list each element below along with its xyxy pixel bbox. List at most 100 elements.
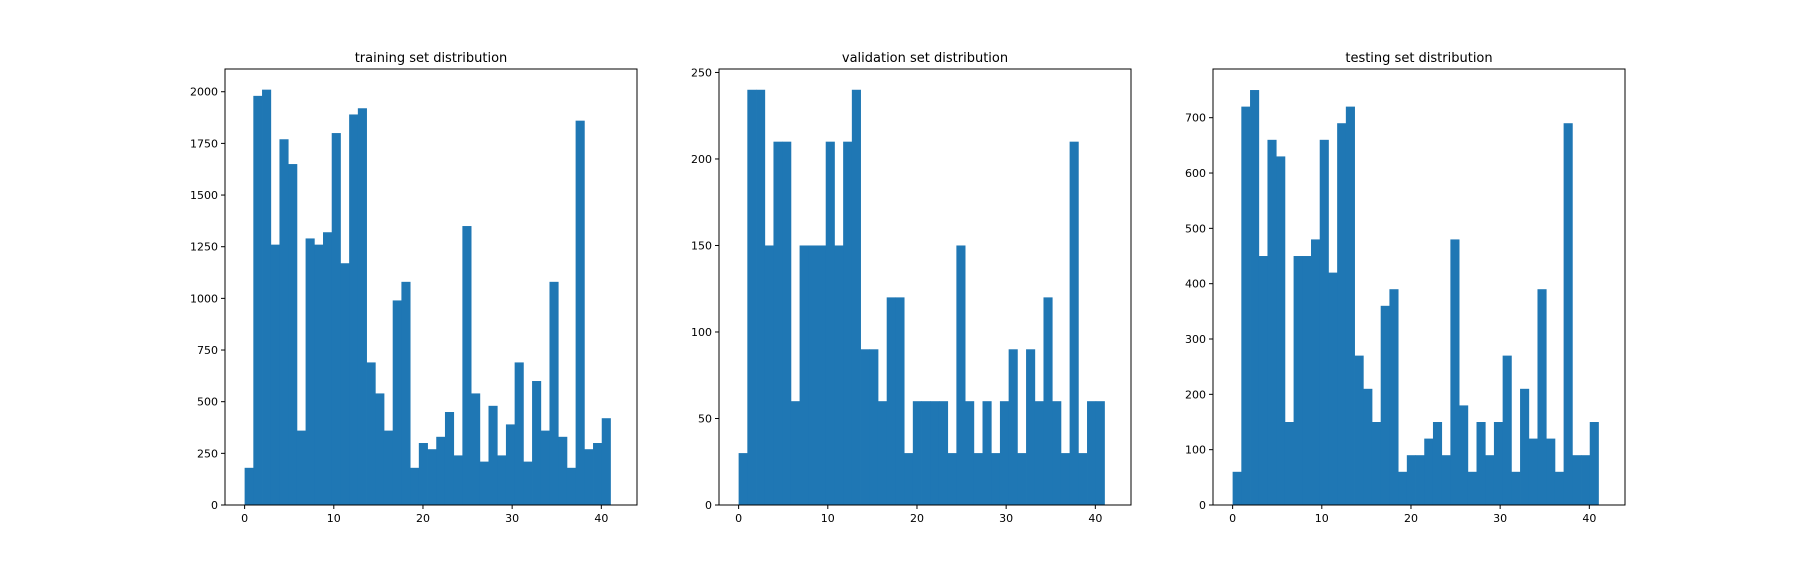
bar: [1052, 401, 1062, 505]
bar: [1546, 438, 1556, 505]
bar: [593, 443, 603, 505]
bar: [1232, 471, 1242, 505]
y-axis: 0 50 100 150 200 250: [691, 66, 719, 512]
y-tick-label: 600: [1185, 167, 1206, 180]
bar: [756, 89, 766, 505]
bar: [1363, 388, 1373, 505]
bar: [1406, 455, 1416, 505]
bar: [825, 141, 835, 506]
bar: [947, 453, 957, 505]
bar: [314, 244, 324, 505]
bar: [1459, 405, 1469, 505]
x-tick-label: 0: [1229, 512, 1236, 525]
bar: [1476, 422, 1486, 505]
bar: [357, 108, 367, 505]
bar: [1026, 349, 1036, 505]
bar: [253, 95, 263, 506]
bar: [479, 461, 489, 505]
bar: [401, 281, 411, 505]
x-tick-label: 0: [241, 512, 248, 525]
bar: [1069, 141, 1079, 506]
plot-area: 0 10 20 30 40 0 250 500 750 1000 1250 1500 1750 2000: [190, 68, 638, 525]
x-tick-label: 10: [1315, 512, 1329, 525]
bar: [1345, 106, 1355, 506]
x-tick-label: 0: [735, 512, 742, 525]
bar: [505, 424, 516, 505]
bar: [1528, 438, 1538, 505]
bar: [1389, 289, 1399, 505]
bar: [558, 436, 568, 505]
bar: [973, 453, 983, 505]
bar: [1520, 388, 1530, 505]
x-tick-label: 40: [1088, 512, 1102, 525]
bar: [1017, 453, 1027, 505]
bar: [1302, 256, 1312, 505]
bar: [427, 449, 437, 505]
bar: [1589, 422, 1599, 505]
bar: [747, 89, 757, 505]
y-tick-label: 250: [691, 66, 712, 79]
bar: [1554, 471, 1565, 505]
bar: [532, 381, 542, 505]
bar: [782, 141, 792, 506]
bar: [790, 401, 800, 505]
y-tick-label: 750: [197, 344, 218, 357]
bar: [584, 449, 594, 505]
chart-training: training set distribution 0 10 20 30 40 0 250 5…: [190, 51, 638, 525]
bar: [1493, 422, 1504, 505]
y-tick-label: 500: [1185, 222, 1206, 235]
x-axis: 0 10 20 30 40: [1229, 505, 1596, 525]
y-tick-label: 250: [197, 447, 218, 460]
y-tick-label: 150: [691, 239, 712, 252]
x-tick-label: 40: [594, 512, 608, 525]
bar: [375, 393, 385, 505]
bar: [1485, 455, 1495, 505]
x-tick-label: 10: [327, 512, 341, 525]
bar: [1432, 422, 1443, 505]
bar: [1450, 239, 1460, 506]
y-axis: 0 100 200 300 400 500 600 700: [1185, 112, 1213, 512]
bar: [601, 418, 611, 505]
y-tick-label: 0: [1199, 499, 1206, 512]
x-tick-label: 20: [910, 512, 924, 525]
bar: [549, 281, 559, 505]
y-tick-label: 50: [698, 412, 712, 425]
bar: [764, 245, 774, 506]
bar: [1563, 123, 1573, 505]
bar: [383, 430, 394, 505]
bar: [1511, 471, 1521, 505]
bar: [1337, 123, 1347, 505]
bar: [851, 89, 861, 505]
bar: [392, 300, 402, 505]
bar: [340, 263, 350, 505]
bar: [1034, 401, 1044, 505]
axes-frame: [718, 68, 1132, 506]
bar: [1267, 139, 1277, 505]
bar: [895, 297, 905, 505]
chart-title: testing set distribution: [1345, 51, 1492, 66]
axes-frame: [224, 68, 638, 506]
bar: [1319, 139, 1329, 505]
bar: [1284, 422, 1294, 505]
bar: [1311, 239, 1321, 506]
bar: [1293, 256, 1303, 505]
bar: [1398, 471, 1408, 505]
bar: [938, 401, 949, 505]
axes-frame: [1212, 68, 1626, 506]
y-axis: 0 250 500 750 1000 1250 1500 1750 2000: [190, 86, 225, 512]
y-tick-label: 1750: [190, 137, 218, 150]
bar: [1537, 289, 1547, 505]
bar: [869, 349, 879, 505]
y-tick-label: 100: [1185, 444, 1206, 457]
bar: [982, 401, 992, 505]
bar: [834, 245, 844, 506]
bar: [244, 467, 254, 505]
bar: [575, 120, 585, 505]
bar: [1043, 297, 1053, 505]
bar: [444, 412, 455, 505]
bar: [1502, 355, 1512, 505]
bar: [1572, 455, 1582, 505]
y-tick-label: 1250: [190, 241, 218, 254]
bar: [956, 245, 966, 506]
